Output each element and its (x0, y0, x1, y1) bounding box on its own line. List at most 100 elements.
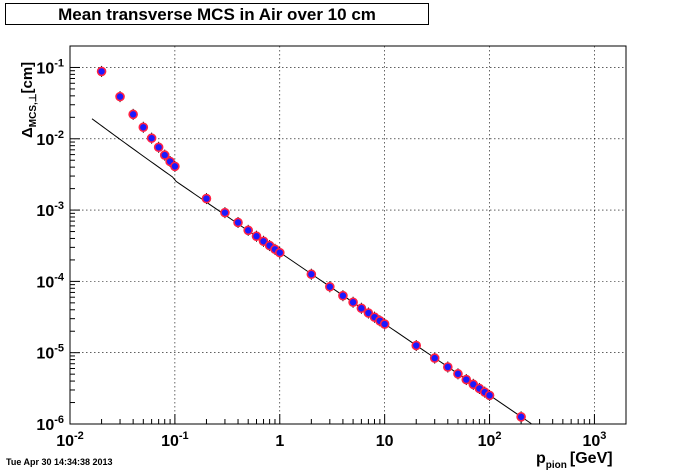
x-axis-main: p (536, 450, 546, 467)
y-axis-unit: [cm] (19, 62, 36, 94)
x-tick-label: 10-1 (161, 430, 189, 450)
data-point (159, 149, 170, 161)
y-tick-base: 10 (36, 417, 54, 434)
y-tick-exponent: -5 (54, 343, 64, 355)
point-marker (170, 161, 180, 172)
y-tick-label: 10-6 (36, 414, 64, 434)
x-tick-label: 1 (275, 433, 284, 450)
point-marker (484, 390, 495, 401)
data-point (516, 411, 526, 423)
y-tick-exponent: -4 (54, 271, 65, 283)
axis-ticks (69, 45, 627, 425)
data-point (96, 65, 107, 77)
timestamp-footer: Tue Apr 30 14:34:38 2013 (6, 457, 113, 467)
data-point (146, 132, 157, 144)
x-tick-label: 102 (478, 430, 502, 450)
data-point (201, 193, 212, 205)
y-tick-exponent: -3 (54, 200, 64, 212)
y-tick-base: 10 (36, 60, 54, 77)
y-tick-exponent: -1 (54, 57, 64, 69)
point-marker (411, 340, 422, 351)
point-marker (233, 217, 243, 228)
point-marker (348, 297, 358, 308)
y-tick-label: 10-5 (36, 343, 64, 363)
data-point (251, 230, 262, 242)
point-marker (96, 66, 107, 77)
point-marker (274, 247, 285, 258)
point-marker (443, 362, 453, 372)
data-point (379, 318, 390, 330)
data-point (128, 108, 138, 120)
y-tick-label: 10-1 (36, 57, 64, 77)
data-point (429, 352, 440, 364)
x-tick-base: 10 (582, 433, 600, 450)
y-tick-exponent: -6 (54, 414, 64, 426)
point-marker (516, 412, 526, 422)
data-point (338, 290, 348, 302)
x-tick-label: 10-2 (56, 430, 84, 450)
point-marker (128, 109, 138, 120)
y-axis-sub: MCS,⊥ (28, 93, 39, 127)
x-axis-sub: pion (546, 460, 567, 471)
point-marker (115, 91, 125, 102)
y-axis-title: ΔMCS,⊥[cm] (19, 62, 39, 138)
y-tick-base: 10 (36, 274, 54, 291)
data-point (348, 296, 358, 308)
point-marker (251, 231, 262, 242)
y-tick-label: 10-2 (36, 129, 64, 149)
x-tick-base: 10 (161, 433, 179, 450)
data-point (170, 160, 180, 172)
x-tick-base: 10 (56, 433, 74, 450)
x-axis-title: ppion [GeV] (536, 450, 613, 471)
data-point (411, 340, 422, 352)
point-marker (153, 142, 164, 153)
y-tick-exponent: -2 (54, 129, 64, 141)
data-point (325, 281, 335, 293)
point-marker (338, 290, 348, 301)
x-tick-exponent: -2 (74, 430, 84, 442)
data-point (443, 361, 453, 373)
grid-lines (70, 46, 626, 424)
point-marker (461, 374, 472, 385)
y-tick-base: 10 (36, 346, 54, 363)
point-marker (356, 303, 367, 314)
x-tick-label: 103 (582, 430, 606, 450)
y-tick-label: 10-4 (36, 271, 64, 291)
data-points (96, 65, 526, 423)
point-marker (243, 225, 253, 236)
chart-title: Mean transverse MCS in Air over 10 cm (5, 3, 429, 25)
data-point (484, 389, 495, 401)
data-point (461, 374, 472, 386)
data-point (220, 207, 230, 219)
y-tick-base: 10 (36, 203, 54, 220)
y-axis-main: Δ (19, 127, 36, 138)
tick-labels: 10-2 10-1 1 10 102 10310-610-510-410-310-210-… (36, 57, 606, 450)
data-point (138, 121, 149, 133)
plot-frame (69, 45, 627, 425)
data-point (115, 91, 125, 103)
x-tick-label: 10 (376, 433, 394, 450)
x-tick-base: 10 (376, 433, 394, 450)
point-marker (379, 319, 390, 329)
x-tick-base: 1 (275, 433, 284, 450)
data-point (233, 216, 243, 228)
x-tick-exponent: 2 (495, 430, 501, 442)
data-point (306, 268, 317, 280)
data-point (243, 224, 253, 236)
point-marker (306, 269, 317, 280)
point-marker (146, 133, 157, 143)
point-marker (325, 281, 335, 292)
point-marker (138, 122, 149, 133)
point-marker (159, 150, 170, 160)
point-marker (429, 353, 440, 363)
y-tick-label: 10-3 (36, 200, 64, 220)
point-marker (453, 369, 463, 379)
y-tick-base: 10 (36, 132, 54, 149)
point-marker (220, 207, 230, 218)
data-point (153, 141, 164, 153)
x-tick-exponent: 3 (600, 430, 606, 442)
point-marker (201, 193, 212, 204)
data-point (453, 368, 463, 380)
x-axis-unit: [GeV] (570, 450, 613, 467)
